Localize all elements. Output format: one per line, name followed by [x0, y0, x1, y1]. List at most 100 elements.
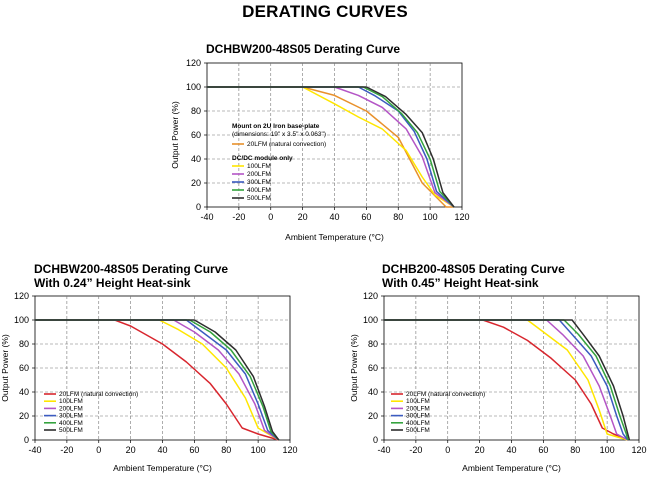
- y-tick-label: 80: [19, 339, 29, 349]
- x-tick-label: -20: [60, 445, 73, 455]
- legend-entry: 20LFM (natural convection): [406, 391, 485, 398]
- series-line-500lfm: [384, 319, 631, 441]
- legend-entry: 200LFM: [247, 171, 271, 178]
- x-tick-label: 80: [570, 445, 580, 455]
- y-tick-label: 100: [14, 315, 29, 325]
- y-axis-label: Output Power (%): [349, 334, 359, 402]
- legend-heading: Mount on 2U Iron base-plate: [232, 123, 320, 130]
- x-tick-label: -40: [377, 445, 390, 455]
- legend-entry: 300LFM: [59, 413, 83, 420]
- series-line-200lfm: [207, 86, 455, 208]
- legend-entry: 100LFM: [247, 163, 271, 170]
- x-tick-label: 60: [361, 212, 371, 222]
- chart-2-title-line-2: With 0.24” Height Heat-sink: [34, 276, 191, 290]
- series-line-200lfm: [35, 319, 280, 441]
- x-tick-label: 40: [157, 445, 167, 455]
- y-tick-label: 0: [24, 435, 29, 445]
- x-tick-label: 120: [454, 212, 469, 222]
- y-tick-label: 0: [196, 202, 201, 212]
- x-tick-label: -20: [232, 212, 245, 222]
- legend-entry: 500LFM: [59, 427, 83, 434]
- x-tick-label: 20: [298, 212, 308, 222]
- y-tick-label: 20: [191, 178, 201, 188]
- chart-1-title-text: DCHBW200-48S05 Derating Curve: [206, 42, 401, 56]
- y-tick-label: 60: [19, 363, 29, 373]
- series-line-200lfm: [384, 319, 629, 441]
- x-tick-label: 0: [445, 445, 450, 455]
- chart-2-title: DCHBW200-48S05 Derating Curve With 0.24”…: [34, 262, 228, 290]
- legend-entry: 200LFM: [406, 405, 430, 412]
- y-tick-label: 60: [368, 363, 378, 373]
- series-line-500lfm: [207, 86, 455, 208]
- y-axis-label: Output Power (%): [170, 101, 180, 169]
- y-tick-label: 40: [368, 387, 378, 397]
- x-axis-label: Ambient Temperature (°C): [285, 232, 384, 242]
- x-tick-label: 60: [189, 445, 199, 455]
- series-line-500lfm: [35, 319, 280, 441]
- legend: 20LFM (natural convection)100LFM200LFM30…: [391, 391, 485, 434]
- chart-2: -40 -20 0 20 40 60 80 100 120 0 20 40 60 80 100 120 Ambi…: [0, 291, 298, 473]
- chart-3-title-line-2: With 0.45” Height Heat-sink: [382, 276, 539, 290]
- series-line-400lfm: [384, 319, 629, 441]
- x-tick-label: 40: [506, 445, 516, 455]
- x-tick-label: 0: [96, 445, 101, 455]
- series-line-300lfm: [207, 86, 455, 208]
- y-tick-label: 0: [373, 435, 378, 445]
- legend: Mount on 2U Iron base-plate(dimensions: …: [232, 123, 326, 202]
- chart-3-title-line-1: DCHB200-48S05 Derating Curve: [382, 262, 565, 276]
- x-tick-label: 40: [329, 212, 339, 222]
- x-tick-label: -40: [200, 212, 213, 222]
- series-line-300lfm: [384, 319, 629, 441]
- series-line-100lfm: [384, 319, 629, 441]
- chart-1-title: DCHBW200-48S05 Derating Curve: [206, 42, 400, 56]
- x-tick-label: 100: [423, 212, 438, 222]
- y-tick-label: 80: [368, 339, 378, 349]
- chart-3: -40 -20 0 20 40 60 80 100 120 0 20 40 60 80 100 120 Ambi…: [349, 291, 647, 473]
- y-tick-label: 40: [19, 387, 29, 397]
- legend-heading: DC/DC module only: [232, 155, 293, 162]
- y-tick-label: 20: [19, 411, 29, 421]
- x-tick-label: 20: [475, 445, 485, 455]
- y-tick-label: 100: [363, 315, 378, 325]
- x-axis-label: Ambient Temperature (°C): [462, 463, 561, 473]
- x-tick-label: 120: [282, 445, 297, 455]
- legend-entry: 400LFM: [247, 187, 271, 194]
- chart-1: -40 -20 0 20 40 60 80 100 120 0 20 40 60 80 100 120 Ambi…: [170, 58, 470, 242]
- legend-entry: 300LFM: [406, 413, 430, 420]
- legend-entry: 400LFM: [406, 420, 430, 427]
- series-line-20lfm: [207, 86, 454, 208]
- legend-subheading: (dimensions: 19" x 3.5" x 0.063"): [232, 131, 326, 138]
- x-tick-label: -20: [409, 445, 422, 455]
- series-line-20lfm: [35, 319, 280, 441]
- legend-entry: 400LFM: [59, 420, 83, 427]
- y-tick-label: 40: [191, 154, 201, 164]
- x-tick-label: 80: [221, 445, 231, 455]
- series-line-20lfm: [384, 319, 629, 441]
- series-line-100lfm: [207, 86, 455, 208]
- legend-entry: 100LFM: [406, 398, 430, 405]
- series-line-300lfm: [35, 319, 280, 441]
- x-tick-label: 100: [251, 445, 266, 455]
- legend-entry: 300LFM: [247, 179, 271, 186]
- x-tick-label: 0: [268, 212, 273, 222]
- legend: 20LFM (natural convection)100LFM200LFM30…: [44, 391, 138, 434]
- legend-entry: 200LFM: [59, 405, 83, 412]
- series-line-400lfm: [35, 319, 280, 441]
- y-tick-label: 120: [14, 291, 29, 301]
- y-tick-label: 20: [368, 411, 378, 421]
- x-tick-label: -40: [28, 445, 41, 455]
- y-tick-label: 120: [363, 291, 378, 301]
- y-tick-label: 120: [186, 58, 201, 68]
- chart-3-title: DCHB200-48S05 Derating Curve With 0.45” …: [382, 262, 565, 290]
- y-tick-label: 60: [191, 130, 201, 140]
- chart-2-title-line-1: DCHBW200-48S05 Derating Curve: [34, 262, 229, 276]
- legend-entry: 20LFM (natural convection): [59, 391, 138, 398]
- x-tick-label: 120: [631, 445, 646, 455]
- x-tick-label: 60: [538, 445, 548, 455]
- legend-entry: 500LFM: [406, 427, 430, 434]
- x-tick-label: 20: [126, 445, 136, 455]
- x-tick-label: 80: [393, 212, 403, 222]
- y-tick-label: 100: [186, 82, 201, 92]
- legend-entry: 100LFM: [59, 398, 83, 405]
